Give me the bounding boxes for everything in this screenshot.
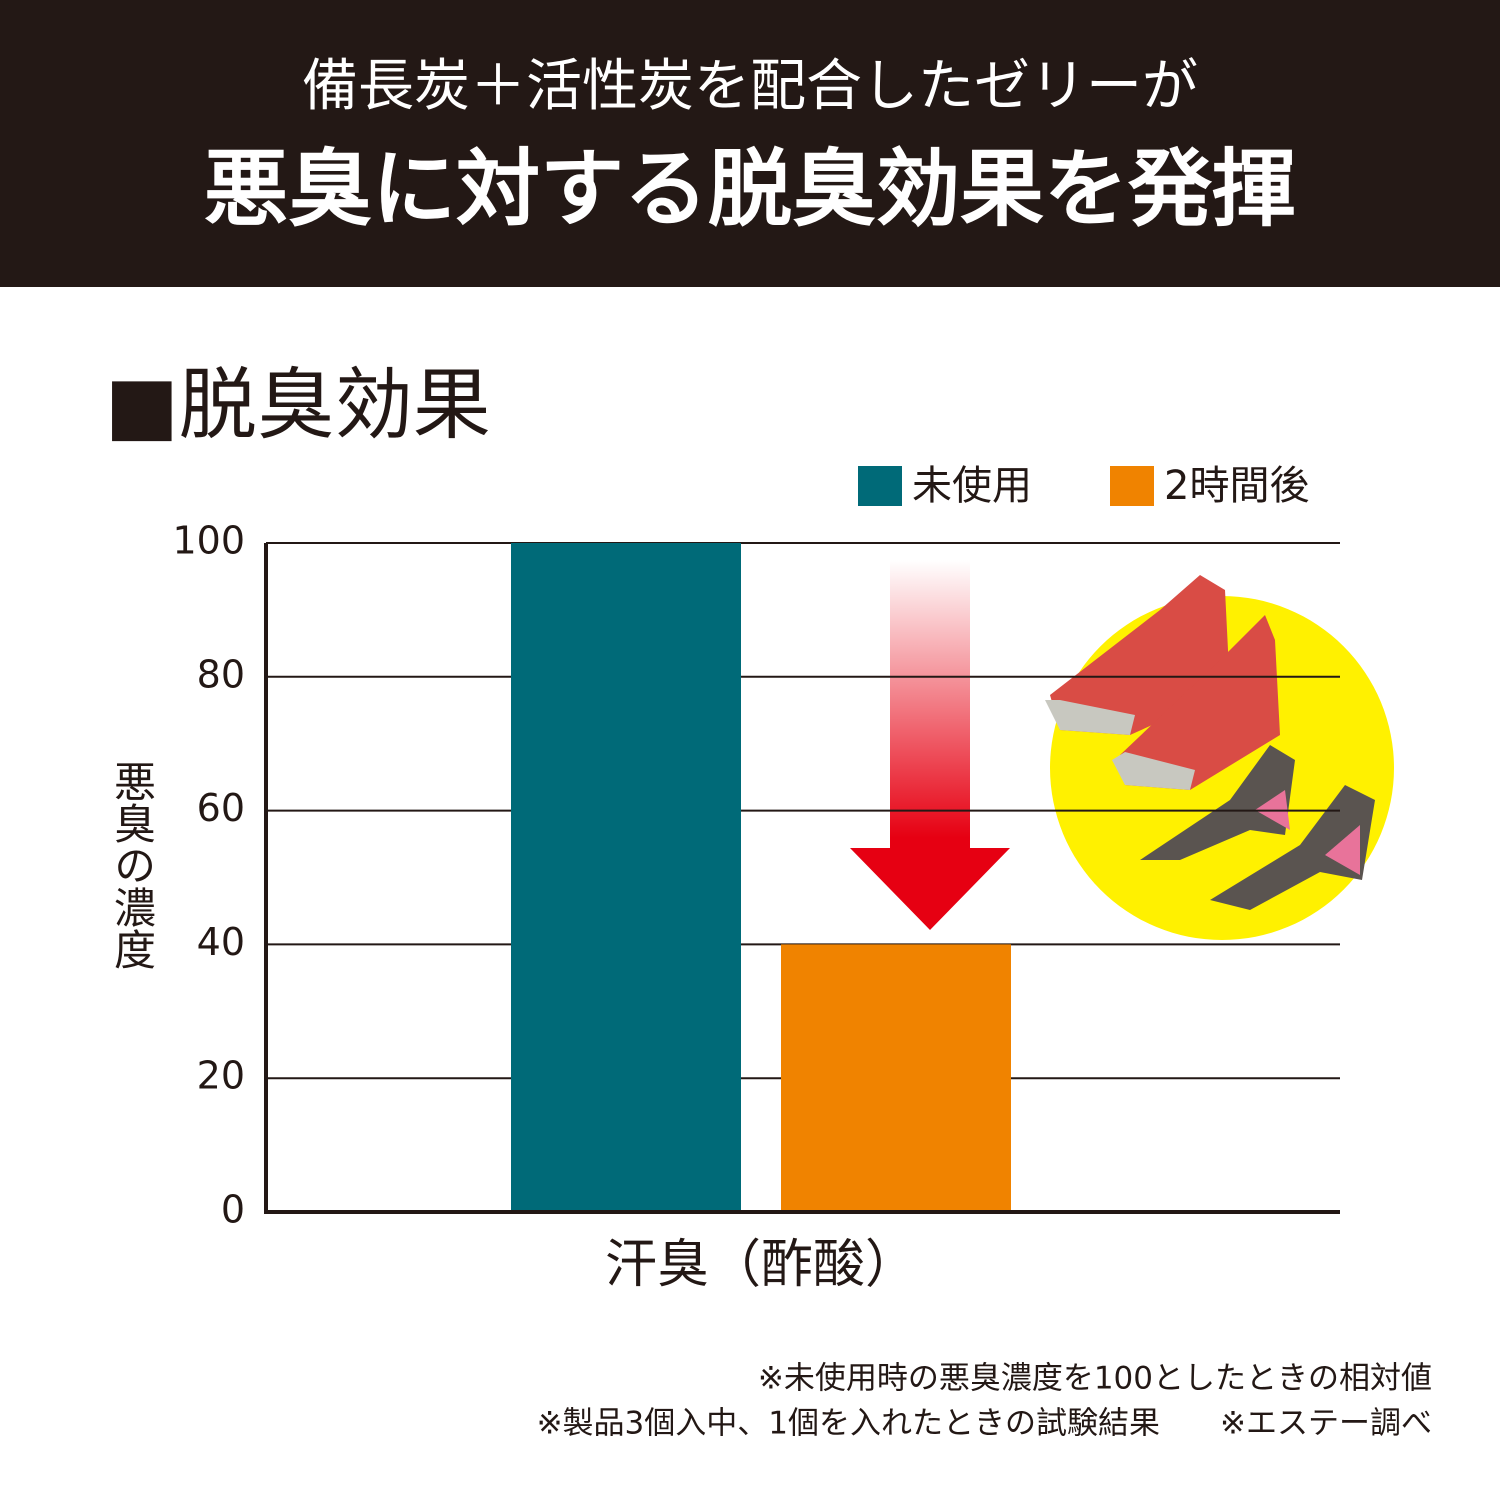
sneaker-sole bbox=[1112, 752, 1195, 790]
header-line1: 備長炭＋活性炭を配合したゼリーが bbox=[302, 54, 1198, 119]
y-tick-label: 0 bbox=[221, 1188, 245, 1232]
footnote: ※製品3個入中、1個を入れたときの試験結果 bbox=[537, 1406, 1160, 1442]
legend-swatch bbox=[858, 466, 902, 506]
x-tick-label: 汗臭（酢酸） bbox=[605, 1235, 917, 1295]
footnote: ※未使用時の悪臭濃度を100としたときの相対値 bbox=[758, 1361, 1432, 1397]
heel-shoe bbox=[1210, 785, 1375, 910]
arrow bbox=[850, 560, 1010, 930]
header-line2: 悪臭に対する脱臭効果を発揮 bbox=[204, 140, 1296, 238]
bar bbox=[511, 543, 741, 1212]
header-band bbox=[0, 0, 1500, 287]
legend-swatch bbox=[1110, 466, 1154, 506]
legend-label: 2時間後 bbox=[1164, 463, 1309, 509]
sneaker bbox=[1120, 615, 1280, 790]
bar bbox=[781, 944, 1011, 1212]
decor-arrow bbox=[850, 560, 1010, 930]
y-tick-label: 20 bbox=[197, 1054, 245, 1098]
y-axis-label: 悪臭の濃度 bbox=[108, 760, 157, 970]
sneaker-sole bbox=[1045, 700, 1135, 735]
chart-title: ■脱臭効果 bbox=[105, 360, 491, 450]
shoes-illustration bbox=[1045, 575, 1394, 940]
footnote: ※エステー調べ bbox=[1220, 1406, 1432, 1442]
y-tick-label: 80 bbox=[197, 652, 245, 696]
y-tick-label: 40 bbox=[197, 920, 245, 964]
y-tick-label: 100 bbox=[172, 519, 245, 563]
heel-shoe bbox=[1140, 745, 1295, 860]
legend-label: 未使用 bbox=[912, 463, 1032, 509]
y-tick-label: 60 bbox=[197, 786, 245, 830]
